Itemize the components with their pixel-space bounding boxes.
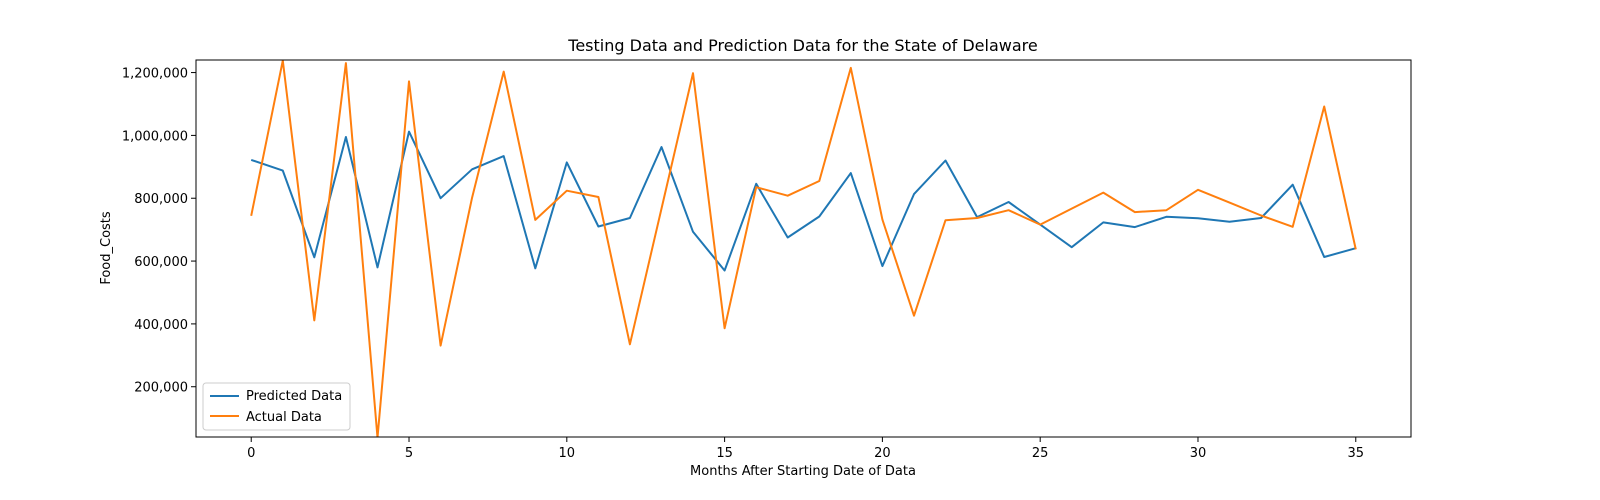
series-line-actual [250,60,1357,437]
x-axis-title: Months After Starting Date of Data [690,464,916,479]
y-axis-title: Food_Costs [99,211,114,285]
x-tick-label: 0 [247,446,255,461]
x-tick-label: 20 [874,446,891,461]
legend: Predicted Data Actual Data [202,382,351,431]
x-tick-label: 10 [559,446,576,461]
y-tick-label: 600,000 [134,255,188,270]
x-tick-label: 25 [1032,446,1049,461]
legend-label-actual: Actual Data [246,410,322,425]
series-line-predicted [250,130,1357,272]
x-tick-label: 35 [1347,446,1364,461]
x-tick-label: 15 [716,446,733,461]
chart-title: Testing Data and Prediction Data for the… [567,36,1037,55]
y-tick-label: 1,000,000 [122,129,188,144]
legend-label-predicted: Predicted Data [246,389,342,404]
y-axis: 200,000 400,000 600,000 800,000 1,000,000 1,2… [122,67,196,396]
plot-frame [195,59,1412,438]
x-tick-label: 30 [1190,446,1207,461]
x-tick-label: 5 [405,446,413,461]
y-tick-label: 400,000 [134,318,188,333]
y-tick-label: 1,200,000 [122,67,188,82]
y-tick-label: 800,000 [134,192,188,207]
series-layer [250,60,1357,437]
plot-area [195,59,1412,438]
x-axis: 0 5 10 15 20 25 30 35 [247,437,1364,461]
y-tick-label: 200,000 [134,381,188,396]
legend-box [202,382,351,431]
